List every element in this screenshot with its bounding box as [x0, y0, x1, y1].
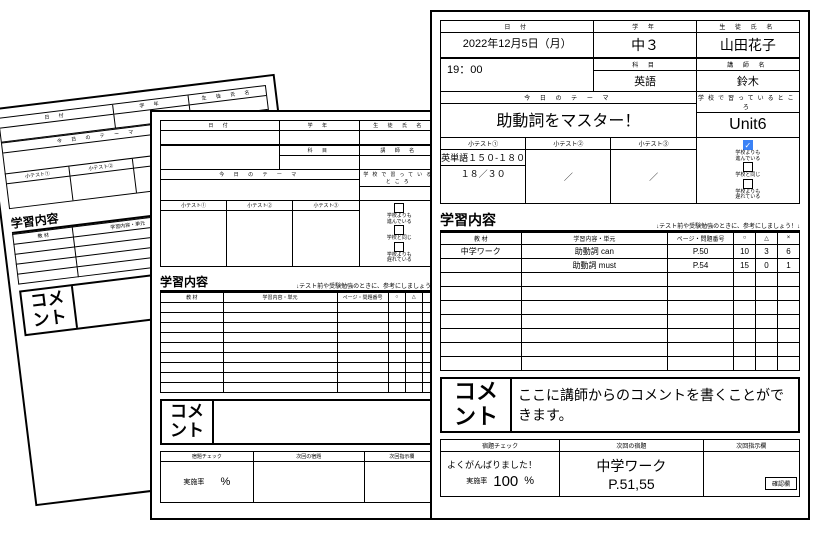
label-test1: 小テスト① — [441, 138, 525, 150]
check-behind[interactable]: 学校よりも遅れている — [735, 179, 760, 201]
value-subject: 英語 — [594, 71, 695, 91]
label-rate: 実施率 — [466, 476, 487, 486]
table-row — [441, 356, 800, 370]
value-grade: 中３ — [594, 33, 695, 57]
table-row — [441, 286, 800, 300]
value-school-unit: Unit6 — [697, 113, 799, 137]
label-theme-main: 今 日 の テ ー マ — [441, 92, 696, 104]
col-wrong: × — [777, 232, 799, 244]
label-student-main: 生 徒 氏 名 — [697, 21, 799, 33]
value-test3: ／ — [611, 150, 695, 203]
comment-label: コメント — [21, 286, 78, 334]
label-schoolprog-main: 学校で習っているところ — [697, 92, 799, 113]
value-test1-line1: 英単語１５０-１８０ — [441, 150, 525, 165]
value-date: 2022年12月5日（月） — [441, 33, 593, 53]
comment-text: ここに講師からのコメントを書くことができます。 — [512, 379, 798, 431]
col-page: ページ・問題番号 — [668, 232, 734, 244]
value-test2: ／ — [526, 150, 610, 203]
value-nexthw-1: 中学ワーク — [564, 456, 698, 476]
col-correct: ○ — [734, 232, 756, 244]
comment-label-main: コメント — [442, 379, 512, 431]
study-note: ↓テスト前や受験勉強のときに、参考にしましょう！↓ — [656, 221, 800, 230]
value-rate: 100 — [493, 473, 518, 490]
value-student: 山田花子 — [697, 33, 799, 57]
value-teacher: 鈴木 — [697, 71, 799, 91]
study-title-main: 学習内容 — [440, 210, 496, 230]
value-time: 19：00 — [441, 59, 593, 79]
form-sheet-middle: 日 付 学 年 生 徒 氏 名 科 目 講 師 名 今 日 の テ ー マ 学校… — [150, 110, 450, 520]
study-table-middle: 教 材学習内容・単元ページ・問題番号○△× — [160, 292, 440, 393]
value-nexthw-2: P.51,55 — [564, 476, 698, 492]
checkmark-icon: ✓ — [743, 140, 753, 150]
label-test2: 小テスト② — [526, 138, 610, 150]
col-partial: △ — [756, 232, 778, 244]
col-material: 教 材 — [441, 232, 522, 244]
check-same[interactable]: 学校と同じ — [735, 162, 760, 179]
footer-grid: 宿題チェック よくがんばりました！ 実施率 100 % 次回の宿題 中学ワーク … — [440, 439, 800, 497]
label-confirm: 確認欄 — [765, 477, 797, 490]
label-percent: % — [524, 475, 534, 487]
table-row — [441, 314, 800, 328]
label-nexthw: 次回の宿題 — [560, 440, 702, 452]
form-sheet-front: 日 付2022年12月5日（月） 学 年中３ 生 徒 氏 名山田花子 19：00… — [430, 10, 810, 520]
label-subject: 科 目 — [594, 59, 695, 71]
label-teacher: 講 師 名 — [697, 59, 799, 71]
value-test1-line2: １８／３０ — [441, 165, 525, 181]
progress-checks: ✓学校よりも進んでいる 学校と同じ 学校よりも遅れている — [697, 138, 799, 203]
label-test3: 小テスト③ — [611, 138, 695, 150]
table-row: 助動詞 mustP.541501 — [441, 258, 800, 272]
table-row — [441, 328, 800, 342]
label-date-main: 日 付 — [441, 21, 593, 33]
comment-box-middle: コメント — [160, 399, 440, 445]
comment-box: コメント ここに講師からのコメントを書くことができます。 — [440, 377, 800, 433]
label-nextnotice: 次回指示欄 — [704, 440, 799, 452]
value-hwcheck: よくがんばりました！ — [445, 456, 555, 473]
label-grade-main: 学 年 — [594, 21, 695, 33]
study-section-header: 学習内容 ↓テスト前や受験勉強のときに、参考にしましょう！↓ — [440, 210, 800, 232]
study-table: 教 材 学習内容・単元 ページ・問題番号 ○ △ × 中学ワーク助動詞 canP… — [440, 232, 800, 371]
col-unit: 学習内容・単元 — [521, 232, 668, 244]
check-ahead[interactable]: ✓学校よりも進んでいる — [735, 140, 760, 162]
table-row — [441, 300, 800, 314]
value-theme: 助動詞をマスター！ — [441, 104, 696, 134]
table-row: 中学ワーク助動詞 canP.501036 — [441, 244, 800, 258]
label-hwcheck: 宿題チェック — [441, 440, 559, 452]
table-row — [441, 342, 800, 356]
table-row — [441, 272, 800, 286]
